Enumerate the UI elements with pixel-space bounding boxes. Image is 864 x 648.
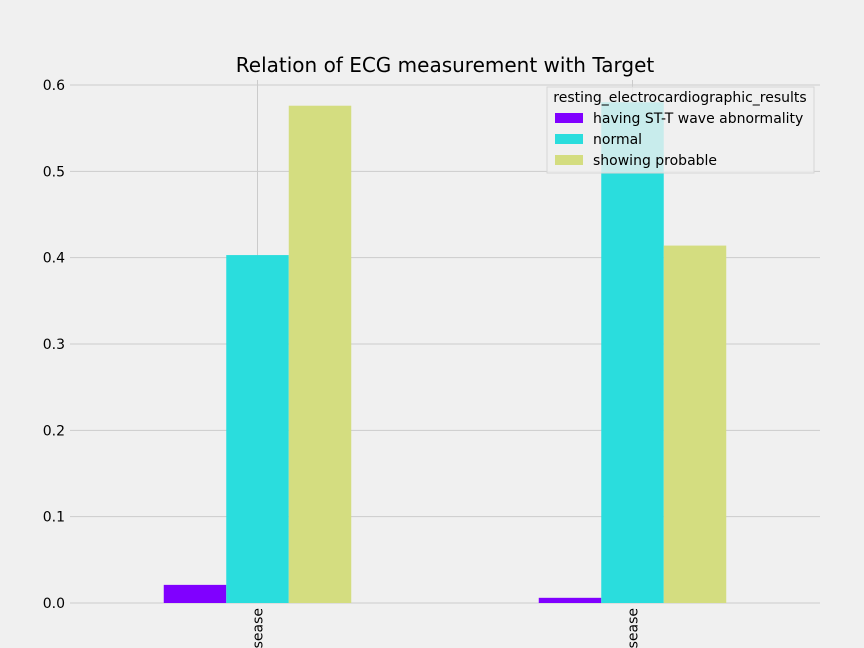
y-tick-label: 0.5: [43, 164, 65, 180]
legend-entry-label: normal: [593, 132, 642, 148]
y-tick-label: 0.6: [43, 78, 65, 94]
y-tick-label: 0.2: [43, 423, 65, 439]
x-tick-label: sease: [626, 608, 642, 648]
bar: [663, 245, 727, 603]
y-tick-label: 0.0: [43, 596, 65, 612]
bar: [601, 102, 664, 604]
legend-box: [546, 86, 815, 174]
x-tick-label: sease: [251, 608, 267, 648]
legend-swatch: [555, 134, 583, 144]
chart-title: Relation of ECG measurement with Target: [236, 53, 655, 77]
x-axis-ticks: sease sease: [251, 608, 642, 648]
legend-title: resting_electrocardiographic_results: [553, 90, 806, 106]
bar: [288, 105, 352, 603]
bar: [226, 255, 289, 603]
y-tick-label: 0.1: [43, 510, 65, 526]
y-tick-label: 0.3: [43, 337, 65, 353]
legend: resting_electrocardiographic_results hav…: [546, 86, 815, 174]
y-tick-label: 0.4: [43, 251, 65, 267]
legend-entry-label: showing probable: [593, 153, 717, 169]
y-axis-ticks: 0.0 0.1 0.2 0.3 0.4 0.5 0.6: [43, 78, 65, 612]
legend-swatch: [555, 113, 583, 123]
bar: [538, 597, 602, 603]
bar: [163, 584, 227, 603]
legend-entry-label: having ST-T wave abnormality: [593, 111, 803, 127]
bars: [163, 102, 727, 604]
legend-swatch: [555, 155, 583, 165]
